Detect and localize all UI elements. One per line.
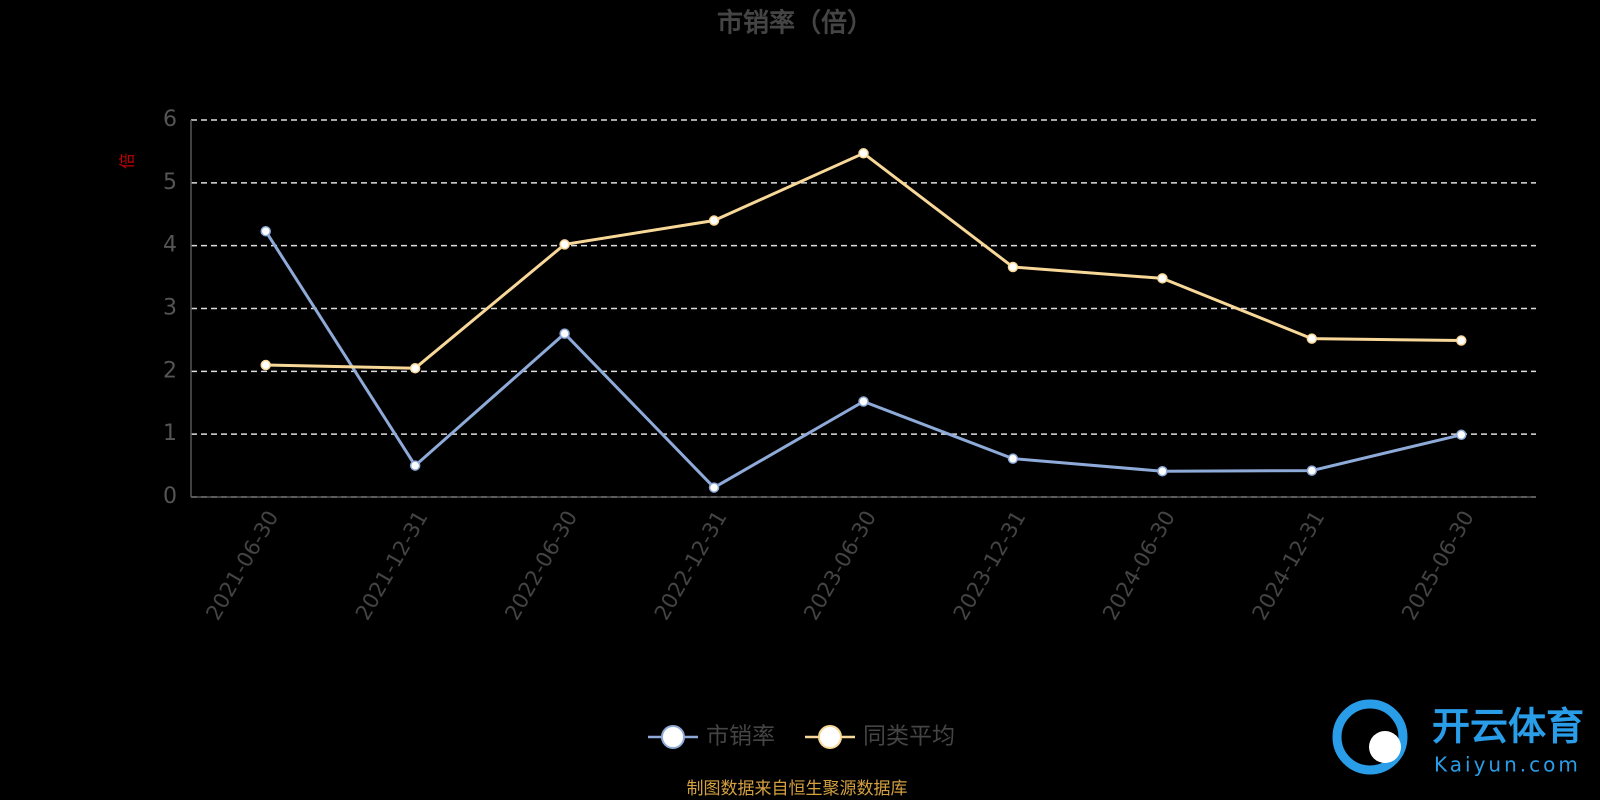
data-point [1306, 465, 1318, 476]
watermark-logo [1332, 699, 1408, 775]
data-point [858, 396, 869, 407]
data-point [559, 328, 570, 339]
x-tick-label: 2024-12-31 [1248, 507, 1330, 625]
series-line [264, 230, 1462, 490]
data-point [1007, 261, 1019, 273]
data-point [708, 482, 720, 493]
x-tick-label: 2021-12-31 [351, 507, 433, 625]
legend-label: 同类平均 [863, 724, 955, 750]
source-note: 制图数据来自恒生聚源数据库 [687, 779, 908, 799]
legend-marker [818, 725, 842, 749]
x-tick-label: 2021-06-30 [201, 507, 283, 625]
y-tick-label: 3 [163, 296, 177, 321]
y-tick-label: 6 [163, 107, 177, 132]
legend-label: 市销率 [706, 724, 775, 750]
x-tick-label: 2023-06-30 [799, 507, 881, 625]
watermark-ball [1369, 731, 1401, 763]
y-tick-label: 1 [163, 421, 177, 446]
x-tick-label: 2024-06-30 [1098, 507, 1180, 625]
y-tick-label: 2 [163, 358, 177, 383]
x-tick-label: 2022-12-31 [650, 507, 732, 625]
data-point [559, 239, 570, 250]
data-point [1306, 333, 1318, 344]
data-point [260, 359, 271, 371]
data-point [1456, 429, 1467, 441]
chart-title: 市销率（倍） [717, 8, 873, 39]
y-axis-label: 倍 [118, 153, 137, 169]
y-tick-label: 4 [163, 233, 177, 258]
data-point [409, 460, 421, 471]
data-point [1456, 335, 1467, 346]
data-point [409, 362, 421, 374]
x-tick-label: 2023-12-31 [949, 507, 1031, 625]
data-point [1157, 273, 1168, 284]
legend-marker [661, 725, 685, 749]
x-tick-label: 2025-06-30 [1397, 507, 1479, 625]
watermark-url: Kaiyun.com [1434, 753, 1581, 777]
legend-item[interactable]: 市销率 [648, 724, 775, 750]
watermark: 开云体育 Kaiyun.com [1332, 699, 1584, 777]
data-point [1157, 465, 1168, 477]
data-point [858, 148, 869, 159]
series-line [265, 151, 1462, 370]
data-point [260, 225, 271, 237]
data-point [708, 215, 720, 226]
data-point [1007, 453, 1019, 464]
y-tick-label: 0 [163, 484, 177, 509]
legend-item[interactable]: 同类平均 [805, 724, 955, 750]
y-tick-label: 5 [163, 170, 177, 195]
watermark-brand: 开云体育 [1432, 705, 1584, 749]
x-tick-label: 2022-06-30 [500, 507, 582, 625]
